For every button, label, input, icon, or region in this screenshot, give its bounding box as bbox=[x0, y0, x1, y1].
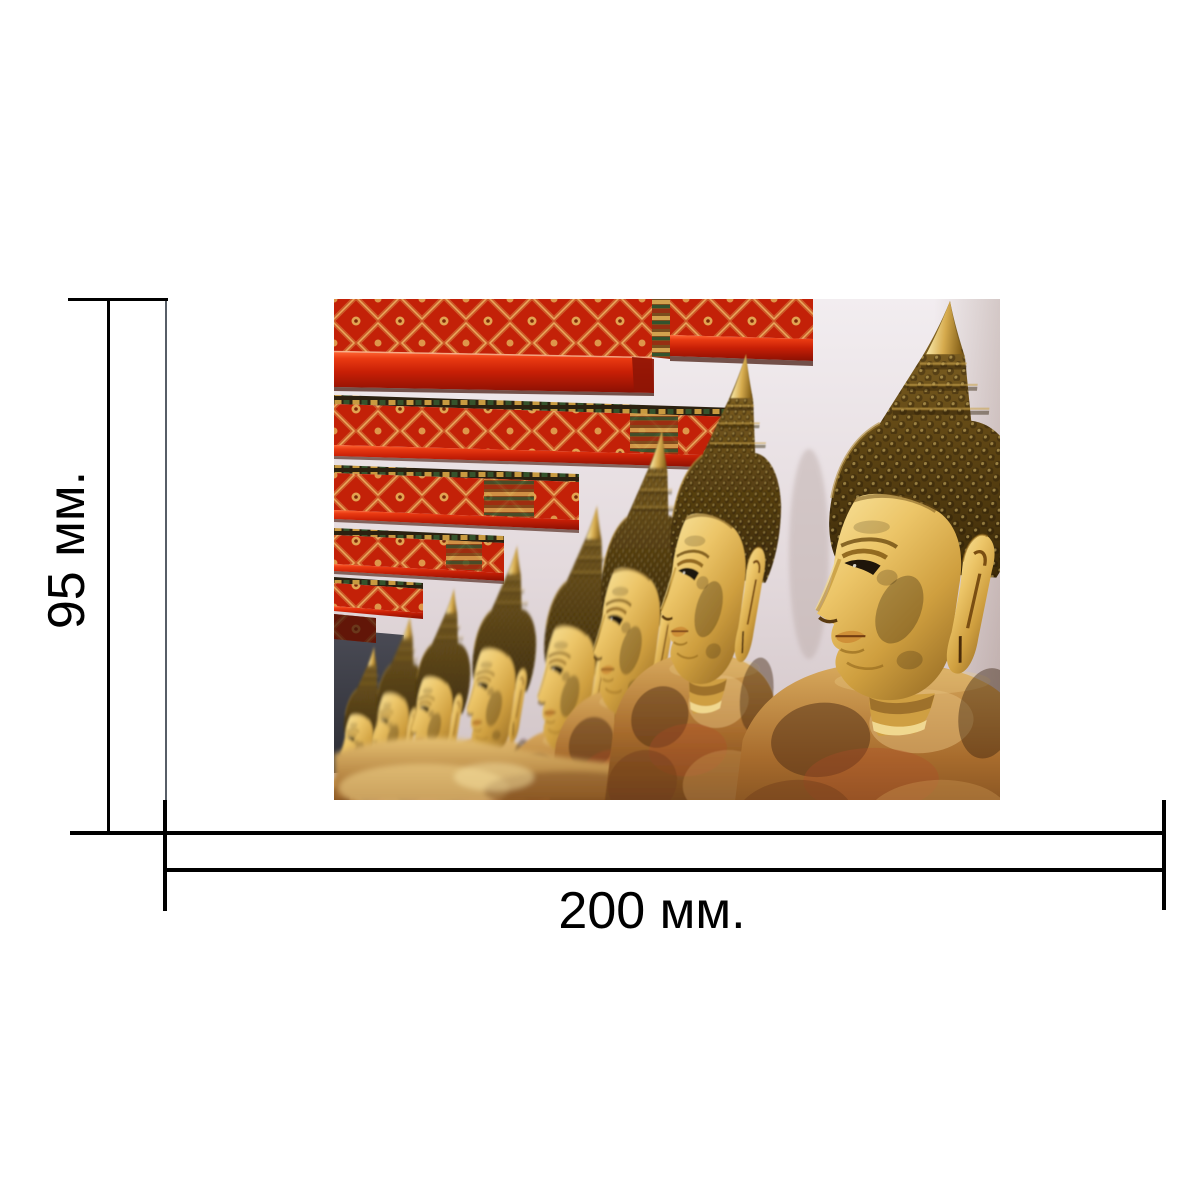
ceiling-beams bbox=[334, 299, 813, 643]
buddha-photo-art bbox=[334, 299, 1000, 800]
height-extension-line bbox=[165, 301, 167, 801]
height-dimension-line bbox=[107, 298, 110, 835]
height-top-tick bbox=[68, 298, 168, 301]
width-dimension-line bbox=[166, 868, 1166, 872]
width-left-tick bbox=[163, 800, 167, 911]
wall-shadow bbox=[789, 449, 829, 659]
width-baseline bbox=[70, 831, 1166, 835]
height-dimension-label: 95 мм. bbox=[38, 470, 96, 630]
product-photo bbox=[334, 299, 1000, 800]
width-dimension-label: 200 мм. bbox=[558, 882, 746, 940]
buddha-statues bbox=[334, 301, 1000, 800]
width-right-tick bbox=[1162, 800, 1166, 910]
